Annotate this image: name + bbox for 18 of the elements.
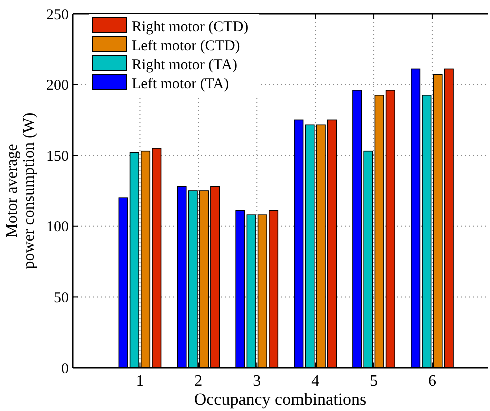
- x-tick-label: 5: [370, 373, 378, 390]
- y-axis-title: Motor average power consumption (W): [4, 112, 38, 270]
- legend-label: Left motor (CTD): [132, 38, 240, 54]
- x-tick-label: 2: [194, 373, 203, 390]
- y-tick-label: 0: [62, 361, 69, 378]
- y-tick-label: 50: [54, 290, 69, 306]
- x-axis-title: Occupancy combinations: [194, 390, 367, 409]
- x-tick-label: 6: [428, 373, 436, 390]
- y-tick-label: 200: [46, 78, 69, 94]
- x-tick-label: 1: [136, 373, 144, 390]
- x-tick-label: 4: [312, 373, 320, 390]
- legend-label: Right motor (CTD): [132, 19, 249, 36]
- y-tick-label: 150: [46, 148, 69, 165]
- y-tick-label: 250: [46, 7, 69, 24]
- y-tick-label: 100: [46, 220, 69, 236]
- x-tick-label: 3: [253, 373, 262, 390]
- legend-label: Left motor (TA): [132, 76, 230, 92]
- legend-label: Right motor (TA): [132, 57, 238, 74]
